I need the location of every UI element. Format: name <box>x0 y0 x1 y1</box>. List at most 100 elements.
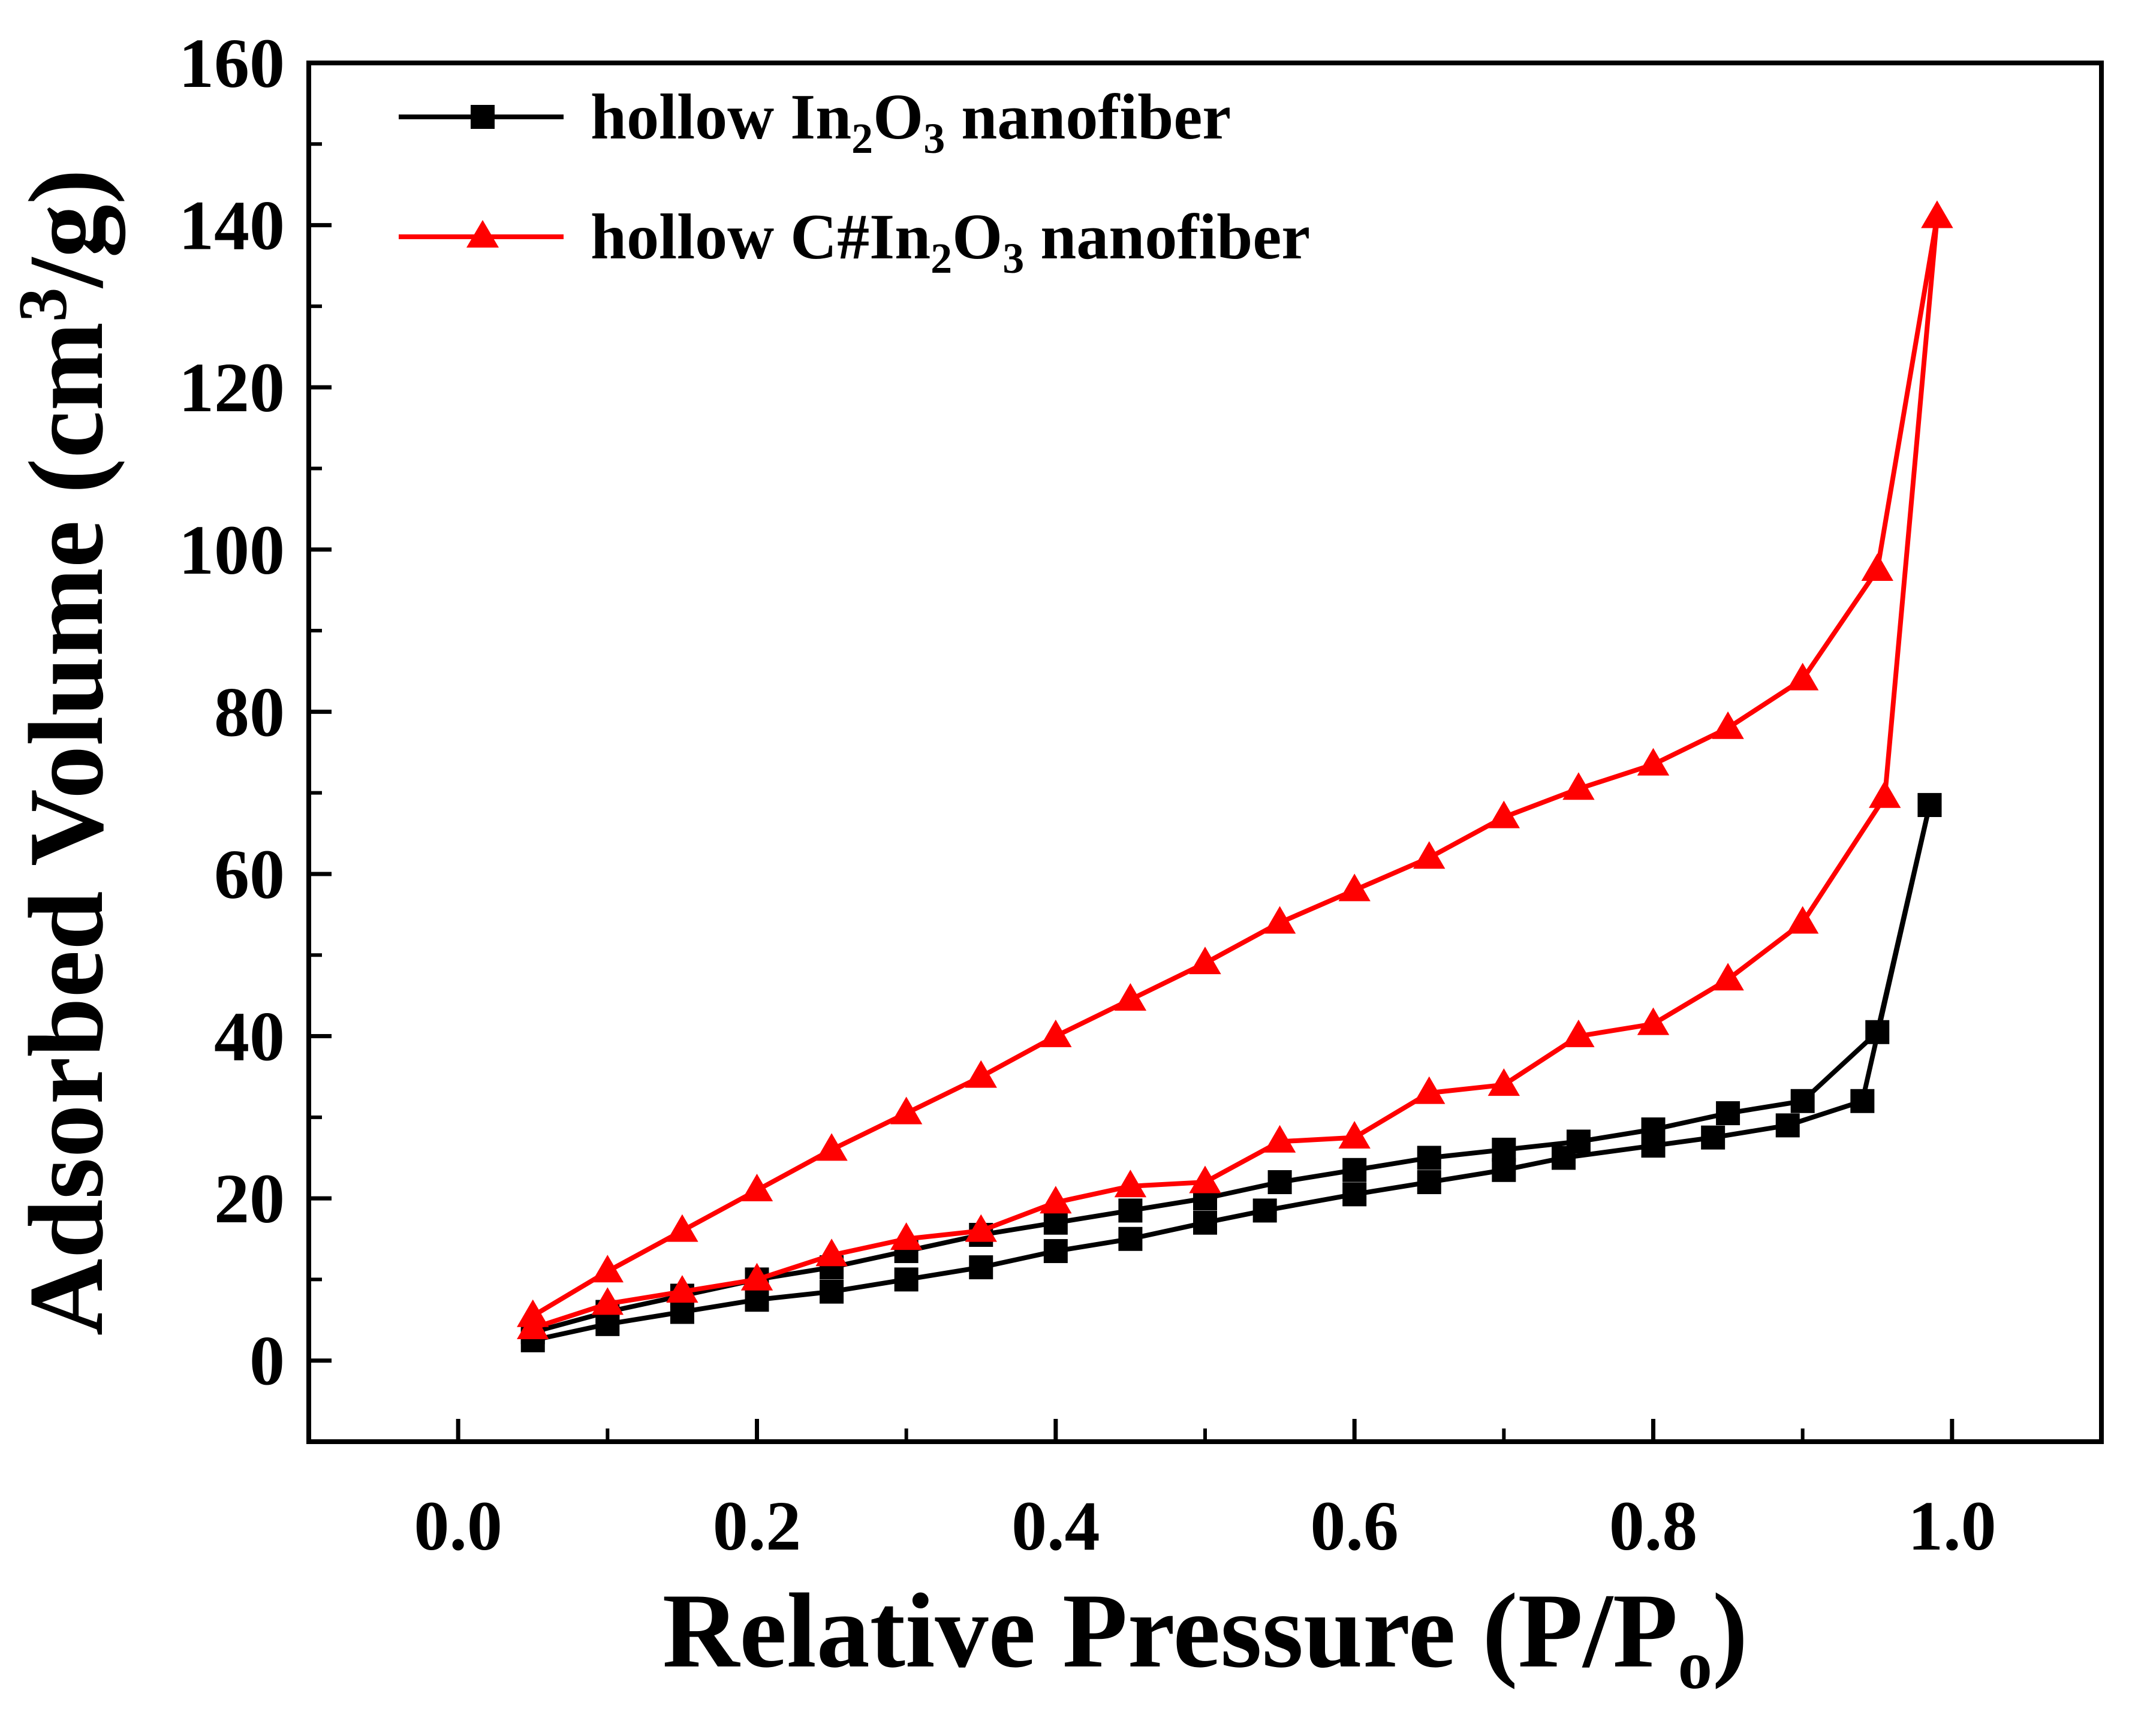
adsorption-point <box>1869 780 1901 808</box>
adsorption-point <box>894 1267 919 1292</box>
desorption-point <box>1786 662 1819 691</box>
adsorption-point <box>666 1275 698 1303</box>
y-tick-label: 140 <box>179 186 285 265</box>
legend: hollow In2O3 nanofiber hollow C#In2O3 na… <box>399 82 1310 282</box>
adsorption-point <box>1118 1226 1143 1251</box>
legend-label-in2o3-sub3: 3 <box>923 114 945 162</box>
desorption-point <box>1562 772 1595 800</box>
x-axis-title-sub: o <box>1678 1627 1713 1703</box>
desorption-point <box>1492 1137 1516 1162</box>
x-axis-title-main: Relative Pressure (P/P <box>663 1571 1678 1690</box>
y-axis-title: Adsorbed Volume (cm3/g) <box>5 169 125 1336</box>
adsorption-point <box>820 1279 844 1304</box>
desorption-point <box>1487 800 1520 828</box>
desorption-point <box>666 1214 698 1242</box>
desorption-point <box>1865 1020 1890 1044</box>
legend-label-c-in2o3-part2: O <box>952 201 1002 273</box>
y-tick-label: 80 <box>214 673 285 751</box>
x-tick-label: 0.8 <box>1609 1487 1698 1565</box>
adsorption-point <box>1850 1089 1875 1113</box>
legend-label-in2o3-sub2: 2 <box>851 114 873 162</box>
desorption-point <box>1043 1210 1068 1235</box>
adsorption-point <box>965 1214 997 1242</box>
adsorption-point <box>1413 1076 1446 1104</box>
series-c-in2o3 <box>517 200 1953 1339</box>
desorption-point <box>1861 553 1893 581</box>
adsorption-point <box>1487 1068 1520 1096</box>
y-axis-title-close: /g) <box>7 169 125 289</box>
y-tick-label: 60 <box>214 835 285 914</box>
desorption-point <box>1566 1129 1591 1154</box>
x-tick-label: 0.4 <box>1011 1487 1100 1565</box>
adsorption-point <box>1786 906 1819 934</box>
legend-marker-square <box>471 105 495 129</box>
axis-tick-labels: 0.0 0.2 0.4 0.6 0.8 1.0 0 20 40 60 80 100 120 140 160 <box>179 24 1997 1565</box>
desorption-point <box>1790 1089 1815 1113</box>
desorption-point <box>1921 200 1953 228</box>
y-tick-label: 0 <box>249 1322 285 1400</box>
desorption-point <box>591 1255 624 1283</box>
desorption-point <box>1338 873 1371 902</box>
adsorption-point <box>890 1222 923 1250</box>
legend-label-c-in2o3: hollow C#In2O3 nanofiber <box>591 201 1310 282</box>
y-axis-title-sup: 3 <box>5 288 81 323</box>
x-tick-label: 1.0 <box>1908 1487 1997 1565</box>
x-axis-title: Relative Pressure (P/Po) <box>663 1571 1748 1703</box>
desorption-point <box>1118 1198 1143 1223</box>
adsorption-point <box>1637 1007 1670 1035</box>
y-tick-label: 20 <box>214 1159 285 1238</box>
adsorption-point <box>1193 1210 1217 1235</box>
adsorption-point <box>1562 1019 1595 1047</box>
adsorption-point <box>1712 963 1744 991</box>
desorption-point <box>1637 748 1670 776</box>
legend-label-c-in2o3-sub3: 3 <box>1002 234 1024 282</box>
desorption-point <box>1114 983 1147 1011</box>
desorption-point <box>517 1299 549 1327</box>
adsorption-point <box>1252 1198 1277 1223</box>
legend-entry-c-in2o3: hollow C#In2O3 nanofiber <box>399 201 1310 282</box>
legend-label-in2o3-part1: hollow In <box>591 82 851 153</box>
desorption-point <box>740 1173 773 1201</box>
adsorption-point <box>1701 1125 1726 1150</box>
x-tick-label: 0.6 <box>1310 1487 1399 1565</box>
x-tick-label: 0.0 <box>414 1487 502 1565</box>
y-tick-label: 160 <box>179 24 285 103</box>
desorption-point <box>1641 1117 1666 1142</box>
adsorption-point <box>1417 1170 1441 1195</box>
adsorption-point <box>1338 1121 1371 1149</box>
y-tick-label: 40 <box>214 997 285 1076</box>
y-axis-title-main: Adsorbed Volume (cm <box>7 322 125 1336</box>
desorption-point <box>1417 1146 1441 1170</box>
desorption-point <box>815 1133 848 1161</box>
desorption-point <box>1917 792 1942 817</box>
legend-label-in2o3-part3: nanofiber <box>945 82 1231 153</box>
adsorption-point <box>815 1238 848 1267</box>
x-tick-label: 0.2 <box>713 1487 802 1565</box>
legend-marker-triangle <box>466 220 499 248</box>
adsorption-point <box>740 1262 773 1291</box>
adsorption-point <box>1040 1186 1072 1214</box>
adsorption-point <box>1043 1239 1068 1264</box>
desorption-point <box>1413 841 1446 869</box>
legend-entry-in2o3: hollow In2O3 nanofiber <box>399 82 1231 162</box>
desorption-point <box>1342 1158 1367 1182</box>
adsorption-point <box>1775 1113 1800 1138</box>
adsorption-point <box>969 1255 993 1280</box>
desorption-point <box>1716 1101 1740 1126</box>
series-layer <box>517 200 1953 1352</box>
y-tick-label: 100 <box>179 511 285 589</box>
desorption-point <box>1189 947 1221 975</box>
legend-label-c-in2o3-part1: hollow C#In <box>591 201 931 273</box>
adsorption-point <box>745 1288 769 1312</box>
adsorption-point <box>1342 1182 1367 1207</box>
desorption-point <box>1040 1019 1072 1047</box>
adsorption-point <box>1263 1125 1296 1153</box>
adsorption-point <box>1189 1165 1221 1194</box>
desorption-point <box>1712 711 1744 739</box>
legend-label-in2o3-part2: O <box>873 82 923 153</box>
desorption-point <box>890 1096 923 1125</box>
adsorption-point <box>1114 1170 1147 1198</box>
y-tick-label: 120 <box>179 348 285 427</box>
